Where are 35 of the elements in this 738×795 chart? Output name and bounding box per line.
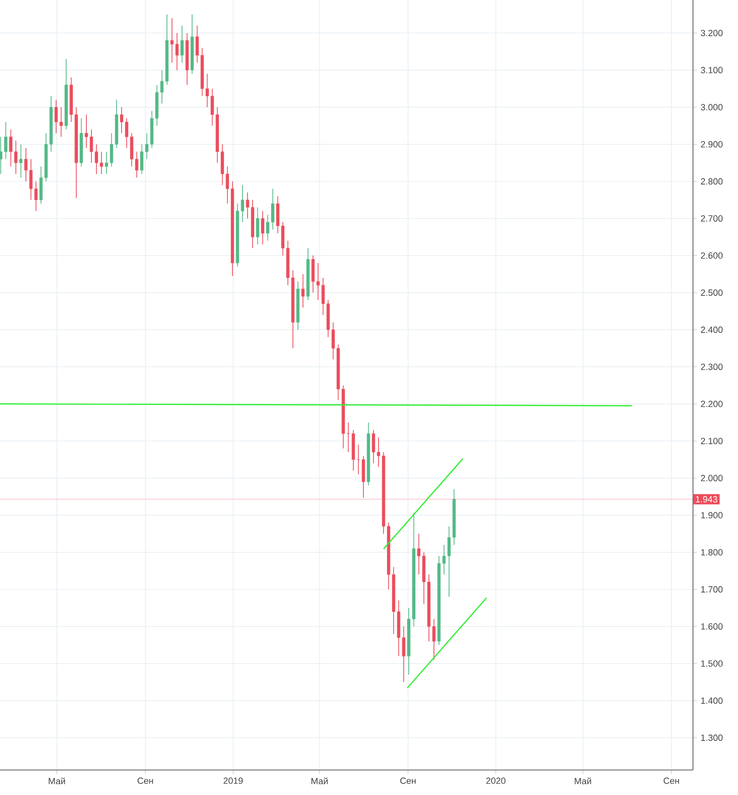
y-tick-label: 2.300 xyxy=(700,364,723,370)
y-tick-label: 1.300 xyxy=(701,734,723,741)
y-tick-label: 1.400 xyxy=(701,697,723,704)
x-tick-label: Май xyxy=(574,778,592,784)
x-tick-label: Сен xyxy=(400,778,416,784)
y-tick-label: 2.200 xyxy=(700,400,723,408)
y-tick-label: 2.400 xyxy=(700,326,723,333)
candlestick xyxy=(261,210,264,245)
candlestick xyxy=(180,25,184,64)
candlestick xyxy=(301,274,305,308)
y-tick-label: 3.100 xyxy=(700,66,723,74)
y-tick-label: 3.000 xyxy=(700,104,723,110)
y-tick-label: 2.500 xyxy=(700,289,723,296)
y-tick-label: 2.000 xyxy=(700,474,723,482)
y-tick-label: 1.500 xyxy=(701,660,723,667)
x-tick-label: Май xyxy=(311,778,328,784)
x-tick-label: Сен xyxy=(664,778,679,784)
y-tick-label: 1.900 xyxy=(701,512,723,518)
y-tick-label: 2.700 xyxy=(700,215,723,222)
x-tick-label: 2020 xyxy=(486,778,506,784)
x-tick-label: Сен xyxy=(138,778,153,784)
y-tick-label: 2.800 xyxy=(700,178,723,185)
y-tick-label: 2.900 xyxy=(700,141,723,148)
y-tick-label: 3.200 xyxy=(700,30,723,36)
y-tick-label: 1.600 xyxy=(701,623,723,630)
y-tick-label: 1.800 xyxy=(701,549,723,556)
y-tick-label: 1.700 xyxy=(701,586,723,593)
y-tick-label: 2.600 xyxy=(700,252,723,259)
x-tick-label: Май xyxy=(48,778,66,784)
candlestick xyxy=(256,206,260,245)
x-tick-label: 2019 xyxy=(224,778,243,784)
y-tick-label: 2.100 xyxy=(700,438,723,444)
candlestick xyxy=(19,144,22,178)
ref-line-label: 1.943 xyxy=(696,496,718,502)
candlestick xyxy=(4,122,8,160)
